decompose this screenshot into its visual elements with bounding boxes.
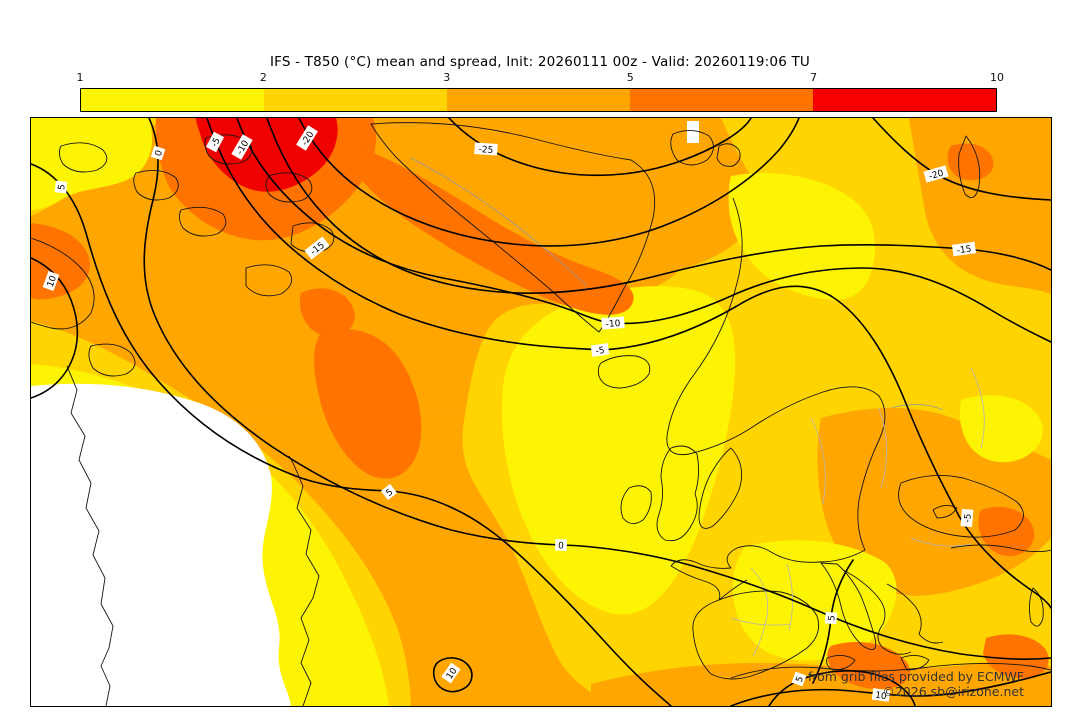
spread-region-yellow-aegean bbox=[732, 540, 897, 661]
contour-line-10-south bbox=[730, 671, 1051, 706]
contour-label: 0 bbox=[555, 539, 567, 552]
attribution: from grib files provided by ECMWF ©2026 … bbox=[808, 669, 1024, 699]
svg-text:-5: -5 bbox=[963, 513, 974, 523]
svg-text:5: 5 bbox=[827, 615, 837, 622]
svg-text:-10: -10 bbox=[605, 319, 621, 330]
spread-region-yellow-east bbox=[959, 395, 1043, 463]
contour-line-minus5 bbox=[206, 118, 1051, 609]
colorbar-segment bbox=[81, 89, 264, 111]
svg-text:10: 10 bbox=[874, 691, 887, 703]
contour-label: -20 bbox=[923, 165, 949, 183]
contour-label: 5 bbox=[380, 483, 398, 501]
svg-text:0: 0 bbox=[154, 149, 165, 158]
contour-line-5-west bbox=[31, 163, 672, 706]
colorbar-tick: 10 bbox=[990, 71, 1004, 84]
weather-map: 0 -5 -10 -20 -25 5 10 -15 -20 -15 -10 -5 5 0 10 5 -5 5 10 bbox=[30, 117, 1052, 707]
contour-label: -15 bbox=[951, 241, 977, 257]
missing-data-patch bbox=[687, 121, 699, 143]
colorbar-tick: 1 bbox=[76, 71, 84, 84]
contour-label: 5 bbox=[54, 180, 68, 194]
contour-label: 5 bbox=[791, 671, 807, 687]
attribution-line-1: from grib files provided by ECMWF bbox=[807, 669, 1024, 684]
contour-label: -5 bbox=[960, 508, 974, 528]
contour-label: -5 bbox=[590, 343, 610, 357]
colorbar-segment bbox=[630, 89, 813, 111]
svg-text:-5: -5 bbox=[210, 136, 223, 149]
contour-label: 5 bbox=[824, 611, 838, 625]
colorbar-segment bbox=[264, 89, 447, 111]
spread-region-orange-topright bbox=[909, 118, 1051, 294]
spread-region-yellow-center bbox=[501, 286, 736, 615]
svg-text:-20: -20 bbox=[928, 169, 945, 183]
spread-region-white bbox=[31, 383, 291, 706]
contour-line-minus15 bbox=[266, 118, 1051, 294]
page-title: IFS - T850 (°C) mean and spread, Init: 2… bbox=[269, 54, 811, 70]
colorbar bbox=[80, 88, 997, 112]
svg-text:10: 10 bbox=[46, 274, 59, 288]
contour-line-5-italy bbox=[768, 670, 916, 706]
svg-text:-15: -15 bbox=[956, 245, 972, 257]
colorbar-tick: 2 bbox=[259, 71, 267, 84]
svg-text:-5: -5 bbox=[595, 346, 605, 357]
colorbar-segment bbox=[447, 89, 630, 111]
svg-text:0: 0 bbox=[558, 541, 564, 551]
contour-label: 10 bbox=[871, 688, 891, 703]
svg-text:5: 5 bbox=[57, 184, 68, 191]
contour-label: -25 bbox=[474, 142, 498, 156]
contour-label: -10 bbox=[601, 316, 625, 330]
contour-label: -5 bbox=[205, 131, 225, 153]
svg-text:5: 5 bbox=[795, 675, 806, 684]
spread-fill-layer bbox=[31, 118, 1051, 706]
colorbar-tick: 5 bbox=[626, 71, 634, 84]
colorbar-tick: 7 bbox=[810, 71, 818, 84]
contour-label: 10 bbox=[42, 270, 60, 292]
contour-line-minus20-west bbox=[298, 118, 800, 247]
contour-label: 0 bbox=[150, 145, 166, 161]
colorbar-segment bbox=[813, 89, 996, 111]
contour-line-0 bbox=[143, 118, 1051, 660]
coastlines-layer bbox=[31, 122, 1051, 706]
contour-lines-layer bbox=[31, 118, 1051, 706]
contour-line-10-loop bbox=[432, 657, 473, 693]
colorbar-tick: 3 bbox=[443, 71, 451, 84]
country-borders-layer bbox=[730, 367, 985, 657]
svg-text:-25: -25 bbox=[478, 145, 493, 156]
svg-text:5: 5 bbox=[385, 487, 396, 498]
attribution-line-2: ©2026 sb@irizone.net bbox=[882, 684, 1024, 699]
